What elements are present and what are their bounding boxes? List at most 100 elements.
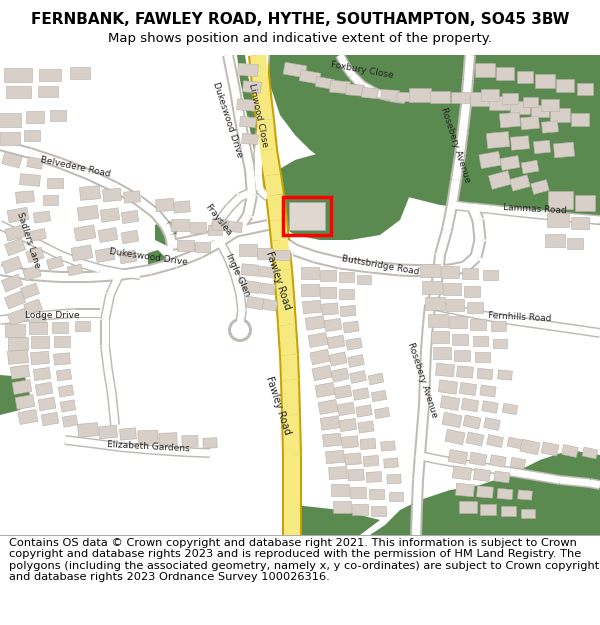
Polygon shape [454,305,481,320]
Circle shape [228,318,252,342]
Bar [35,382,53,396]
Polygon shape [457,104,472,131]
Text: FERNBANK, FAWLEY ROAD, HYTHE, SOUTHAMPTON, SO45 3BW: FERNBANK, FAWLEY ROAD, HYTHE, SOUTHAMPTO… [31,12,569,27]
Bar [289,202,325,230]
Polygon shape [226,64,239,91]
Polygon shape [282,380,299,415]
Bar [262,299,278,311]
Bar [374,408,389,419]
Bar [239,116,256,128]
Bar [521,116,539,130]
Bar [497,488,513,499]
Polygon shape [120,444,155,454]
Polygon shape [295,505,380,535]
Bar [23,299,43,315]
Polygon shape [50,308,76,320]
Polygon shape [262,174,285,196]
Bar [511,136,530,150]
Polygon shape [462,54,476,81]
Polygon shape [589,478,600,490]
Bar [203,438,217,448]
Bar [334,385,352,399]
Bar [545,234,565,246]
Polygon shape [434,254,444,276]
Bar [548,191,572,209]
Polygon shape [283,415,300,455]
Bar [477,368,493,379]
Polygon shape [79,258,101,274]
Polygon shape [253,174,265,191]
Polygon shape [113,184,140,204]
Bar [62,415,78,427]
Text: Map shows position and indicative extent of the property.: Map shows position and indicative extent… [108,32,492,45]
Polygon shape [258,75,269,95]
Bar [159,432,177,445]
Bar [562,444,578,458]
Bar [119,428,136,440]
Polygon shape [101,344,112,371]
Polygon shape [443,204,456,231]
Polygon shape [529,470,561,485]
Polygon shape [75,309,100,316]
Polygon shape [19,232,41,248]
Bar [547,213,569,227]
Polygon shape [217,225,241,247]
Text: Linwood Close: Linwood Close [247,82,269,148]
Polygon shape [515,209,545,219]
Polygon shape [25,311,50,321]
Polygon shape [416,404,430,431]
Bar [318,399,338,414]
Bar [54,336,70,346]
Polygon shape [439,455,471,470]
Polygon shape [119,268,140,280]
Polygon shape [280,380,301,415]
Bar [521,509,535,518]
Polygon shape [171,219,269,251]
Polygon shape [412,454,426,481]
Bar [60,400,76,412]
Polygon shape [255,116,267,138]
Bar [479,151,501,169]
Polygon shape [389,94,406,102]
Polygon shape [282,495,302,535]
Polygon shape [462,254,479,271]
Polygon shape [233,212,253,233]
Text: Lodge Drive: Lodge Drive [25,311,79,319]
Polygon shape [490,204,515,217]
Bar [520,439,540,455]
Bar [523,97,538,107]
Polygon shape [223,255,239,277]
Bar [488,171,511,189]
Polygon shape [265,194,288,221]
Bar [71,245,93,261]
Polygon shape [99,264,121,278]
Polygon shape [342,63,355,77]
Polygon shape [277,234,299,256]
Bar [242,81,262,93]
Text: Lammas Road: Lammas Road [503,203,567,215]
Polygon shape [100,320,110,345]
Bar [362,88,379,99]
Text: Rosebery Avenue: Rosebery Avenue [439,106,472,184]
Polygon shape [467,202,490,214]
Bar [329,80,350,94]
Polygon shape [236,309,245,326]
Bar [124,191,140,203]
Polygon shape [335,52,349,68]
Text: Elizabeth Gardens: Elizabeth Gardens [107,441,190,454]
Polygon shape [254,157,262,175]
Bar [438,380,458,394]
Bar [541,442,559,456]
Bar [347,354,364,367]
Bar [95,248,115,262]
Polygon shape [250,54,268,76]
Bar [190,221,206,232]
Bar [449,316,467,328]
Polygon shape [499,466,530,479]
Bar [430,91,450,103]
Polygon shape [238,188,252,202]
Bar [39,69,61,81]
Bar [5,86,31,98]
Polygon shape [239,144,256,171]
Bar [194,242,209,252]
